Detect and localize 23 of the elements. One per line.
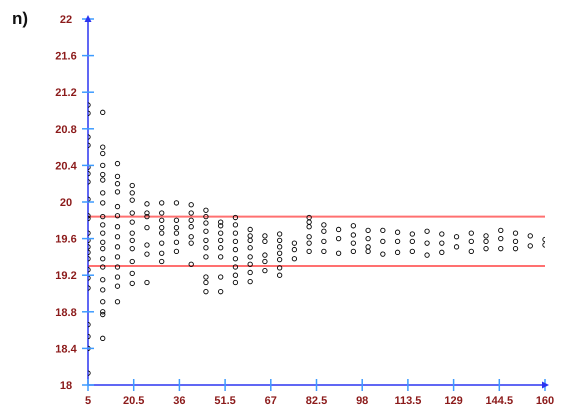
x-tick-label: 160 xyxy=(536,395,554,407)
x-tick-label: 67 xyxy=(264,395,277,407)
y-tick-label: 18.4 xyxy=(55,343,78,356)
x-tick-label: 20.5 xyxy=(122,395,144,407)
y-tick-label: 20.4 xyxy=(55,160,78,172)
x-tick-label: 144.5 xyxy=(486,395,514,407)
y-tick-label: 21.6 xyxy=(55,50,77,63)
y-tick-label: 18 xyxy=(60,380,72,392)
x-tick-label: 51.5 xyxy=(214,395,236,407)
y-tick-label: 21.2 xyxy=(55,87,77,100)
x-tick-label: 98 xyxy=(356,395,368,407)
y-tick-label: 22 xyxy=(60,14,72,26)
y-tick-label: 19.2 xyxy=(55,270,77,282)
y-tick-label: 19.6 xyxy=(55,234,77,246)
y-tick-label: 18.8 xyxy=(55,306,77,319)
x-tick-label: 129 xyxy=(444,395,463,407)
x-tick-label: 36 xyxy=(173,395,186,407)
x-tick-label: 5 xyxy=(84,395,92,407)
x-tick-label: 82.5 xyxy=(306,395,328,407)
y-tick-label: 20.8 xyxy=(55,124,77,136)
chart-title: n) xyxy=(12,9,28,29)
y-tick-label: 20 xyxy=(60,197,72,209)
x-tick-label: 113.5 xyxy=(394,395,422,407)
